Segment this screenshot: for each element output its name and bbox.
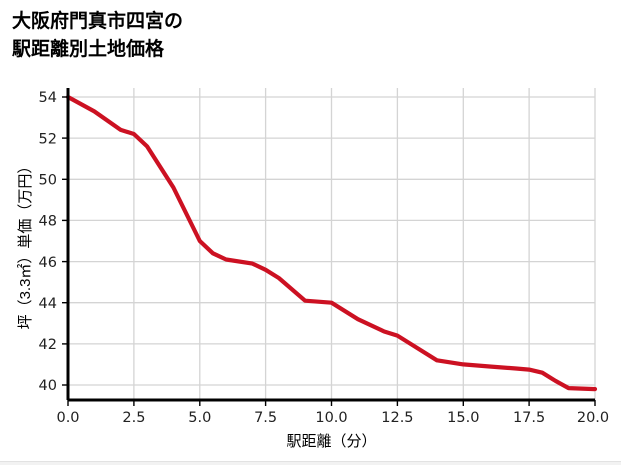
x-tick-label: 12.5 (381, 410, 413, 426)
x-tick-label: 2.5 (122, 410, 145, 426)
y-tick-label: 44 (39, 296, 57, 312)
y-tick-label: 54 (39, 90, 57, 106)
x-tick-label: 10.0 (315, 410, 347, 426)
x-axis-title: 駅距離（分） (286, 432, 376, 450)
x-tick-label: 20.0 (577, 410, 609, 426)
chart-title-line2: 駅距離別土地価格 (12, 38, 165, 60)
y-tick-labels: 40 42 44 46 48 50 52 54 (39, 90, 57, 394)
y-tick-marks (62, 96, 68, 386)
chart-title-line1: 大阪府門真市四宮の (12, 11, 184, 32)
y-tick-label: 42 (39, 337, 57, 353)
x-tick-labels: 0.0 2.5 5.0 7.5 10.0 12.5 15.0 17.5 20.0 (56, 410, 609, 426)
x-tick-label: 5.0 (188, 410, 211, 426)
y-tick-label: 48 (39, 214, 57, 230)
x-tick-label: 7.5 (254, 410, 277, 426)
y-tick-label: 40 (39, 378, 57, 394)
y-tick-label: 52 (39, 131, 57, 147)
price-line-series (65, 94, 598, 392)
figure-bottom-edge (0, 461, 621, 465)
y-tick-label: 46 (39, 255, 57, 271)
x-tick-label: 15.0 (447, 410, 479, 426)
y-axis-title: 坪（3.3㎡）単価（万円） (17, 159, 34, 330)
y-tick-label: 50 (39, 173, 57, 189)
x-tick-marks (67, 400, 596, 406)
x-tick-label: 17.5 (513, 410, 545, 426)
page-title: 大阪府門真市四宮の 駅距離別土地価格 (12, 8, 183, 63)
x-tick-label: 0.0 (56, 410, 79, 426)
